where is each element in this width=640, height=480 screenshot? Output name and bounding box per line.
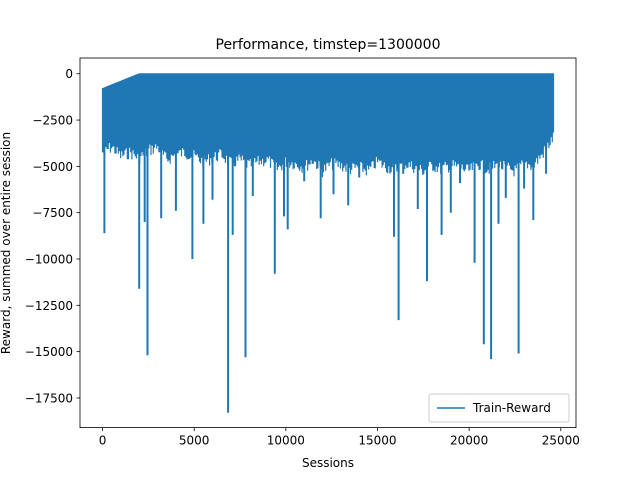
series-oscillation-train-reward [101,73,555,178]
x-tick-label: 5000 [179,434,210,448]
x-tick-label: 25000 [542,434,580,448]
chart-title: Performance, timstep=1300000 [216,37,441,53]
series-layer [101,73,555,413]
y-axis: 0 −2500 −5000 −7500 −10000 −12500 −15000 −17500 [25,67,80,405]
legend-label: Train-Reward [472,401,551,415]
y-tick-label: −17500 [25,391,73,405]
y-tick-label: 0 [65,67,73,81]
x-tick-label: 0 [99,434,107,448]
y-axis-label: Reward, summed over entire session [0,132,13,354]
y-tick-label: −5000 [32,160,73,174]
x-axis: 0 5000 10000 15000 20000 25000 [99,427,580,448]
x-tick-label: 20000 [450,434,488,448]
x-tick-label: 10000 [267,434,305,448]
legend: Train-Reward [428,393,570,423]
x-axis-label: Sessions [302,456,354,470]
y-tick-label: −10000 [25,253,73,267]
y-tick-label: −12500 [25,299,73,313]
y-tick-label: −15000 [25,345,73,359]
x-tick-label: 15000 [358,434,396,448]
y-tick-label: −2500 [32,114,73,128]
legend-box [428,393,570,423]
plot-frame [79,57,577,429]
y-tick-label: −7500 [32,206,73,220]
